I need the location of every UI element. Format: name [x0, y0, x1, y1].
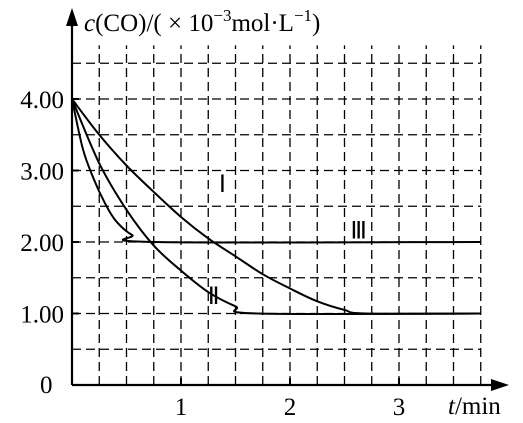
x-tick-label: 2 — [284, 394, 297, 421]
x-tick-label: 3 — [393, 394, 406, 421]
y-axis-label-exp2: −1 — [294, 6, 312, 25]
grid — [72, 45, 482, 385]
y-axis-label-rest: (CO)/( × 10 — [95, 10, 213, 37]
y-tick-label: 2.00 — [20, 230, 64, 257]
x-axis-label-rest: /min — [455, 393, 501, 420]
series-line-II — [71, 98, 481, 316]
series-line-I — [71, 98, 481, 315]
y-axis-label-exp1: −3 — [213, 6, 231, 25]
x-axis-label-var: t — [448, 393, 456, 420]
x-tick-label: 1 — [175, 394, 188, 421]
series-label-I: Ⅰ — [219, 172, 226, 198]
y-tick-label: 4.00 — [20, 87, 64, 114]
series-label-II: Ⅱ — [208, 284, 220, 310]
series-line-III — [71, 98, 481, 244]
axes — [66, 8, 509, 391]
y-tick-label: 3.00 — [20, 159, 64, 186]
y-axis-label-unit: mol·L — [231, 10, 294, 37]
y-axis-label: c(CO)/( × 10−3mol·L−1) — [84, 6, 320, 37]
curves: Ⅰ Ⅱ Ⅲ — [71, 98, 481, 316]
x-axis-arrow — [491, 379, 509, 391]
y-tick-label: 1.00 — [20, 302, 64, 329]
series-label-III: Ⅲ — [350, 218, 367, 244]
y-axis-arrow — [66, 8, 78, 26]
origin-label: 0 — [40, 372, 53, 399]
ticks: 1 2 3 1.00 2.00 3.00 4.00 — [20, 87, 405, 421]
y-axis-label-var: c — [84, 10, 95, 37]
y-axis-label-close: ) — [312, 10, 320, 37]
x-axis-label: t/min — [448, 393, 501, 420]
